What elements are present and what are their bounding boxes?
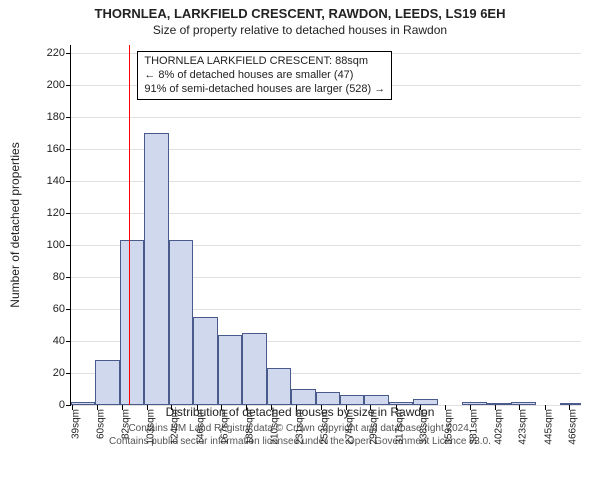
y-tick-label: 120 xyxy=(47,207,71,219)
histogram-bar xyxy=(193,317,217,405)
x-tick-label: 146sqm xyxy=(195,409,206,445)
y-tick-label: 180 xyxy=(47,111,71,123)
x-tick-label: 423sqm xyxy=(518,409,529,445)
histogram-bar xyxy=(340,395,364,405)
chart-container: 02040608010012014016018020022039sqm60sqm… xyxy=(70,45,580,405)
y-axis-label: Number of detached properties xyxy=(8,142,22,307)
annotation-line: ← 8% of detached houses are smaller (47) xyxy=(144,69,385,83)
x-tick-label: 317sqm xyxy=(394,409,405,445)
x-tick-label: 82sqm xyxy=(121,409,132,439)
x-tick-label: 253sqm xyxy=(320,409,331,445)
histogram-bar xyxy=(462,402,486,405)
reference-line xyxy=(129,45,130,405)
x-tick-label: 445sqm xyxy=(543,409,554,445)
histogram-bar xyxy=(218,335,242,405)
annotation-box: THORNLEA LARKFIELD CRESCENT: 88sqm← 8% o… xyxy=(137,51,392,100)
x-tick-label: 338sqm xyxy=(419,409,430,445)
annotation-line: 91% of semi-detached houses are larger (… xyxy=(144,83,385,97)
histogram-bar xyxy=(413,399,437,405)
histogram-bar xyxy=(487,403,511,405)
x-tick-label: 231sqm xyxy=(294,409,305,445)
y-tick-label: 220 xyxy=(47,47,71,59)
x-tick-label: 210sqm xyxy=(270,409,281,445)
histogram-bar xyxy=(242,333,266,405)
y-tick-label: 20 xyxy=(53,367,71,379)
histogram-bar xyxy=(71,402,95,405)
x-tick-label: 167sqm xyxy=(220,409,231,445)
x-tick-label: 39sqm xyxy=(71,409,82,439)
annotation-line: THORNLEA LARKFIELD CRESCENT: 88sqm xyxy=(144,55,385,69)
histogram-bar xyxy=(267,368,291,405)
histogram-bar xyxy=(144,133,168,405)
y-tick-label: 100 xyxy=(47,239,71,251)
grid-line xyxy=(71,117,581,118)
chart-main-title: THORNLEA, LARKFIELD CRESCENT, RAWDON, LE… xyxy=(0,6,600,21)
y-tick-label: 160 xyxy=(47,143,71,155)
histogram-bar xyxy=(316,392,340,405)
histogram-bar xyxy=(169,240,193,405)
chart-subtitle: Size of property relative to detached ho… xyxy=(0,23,600,37)
histogram-bar xyxy=(364,395,388,405)
histogram-bar xyxy=(511,402,535,405)
x-tick-label: 188sqm xyxy=(244,409,255,445)
histogram-bar xyxy=(120,240,144,405)
y-tick-label: 200 xyxy=(47,79,71,91)
histogram-bar xyxy=(291,389,315,405)
x-tick-label: 60sqm xyxy=(95,409,106,439)
histogram-bar xyxy=(95,360,119,405)
y-tick-label: 60 xyxy=(53,303,71,315)
y-tick-label: 80 xyxy=(53,271,71,283)
x-tick-label: 466sqm xyxy=(568,409,579,445)
x-tick-label: 402sqm xyxy=(493,409,504,445)
histogram-bar xyxy=(560,403,581,405)
x-tick-label: 103sqm xyxy=(145,409,156,445)
y-tick-label: 0 xyxy=(59,399,71,411)
plot-area: 02040608010012014016018020022039sqm60sqm… xyxy=(70,45,581,406)
y-tick-label: 40 xyxy=(53,335,71,347)
histogram-bar xyxy=(389,402,413,405)
y-tick-label: 140 xyxy=(47,175,71,187)
x-tick-label: 359sqm xyxy=(443,409,454,445)
x-tick-label: 381sqm xyxy=(469,409,480,445)
x-tick-label: 274sqm xyxy=(344,409,355,445)
x-tick-label: 295sqm xyxy=(369,409,380,445)
x-tick-label: 124sqm xyxy=(170,409,181,445)
